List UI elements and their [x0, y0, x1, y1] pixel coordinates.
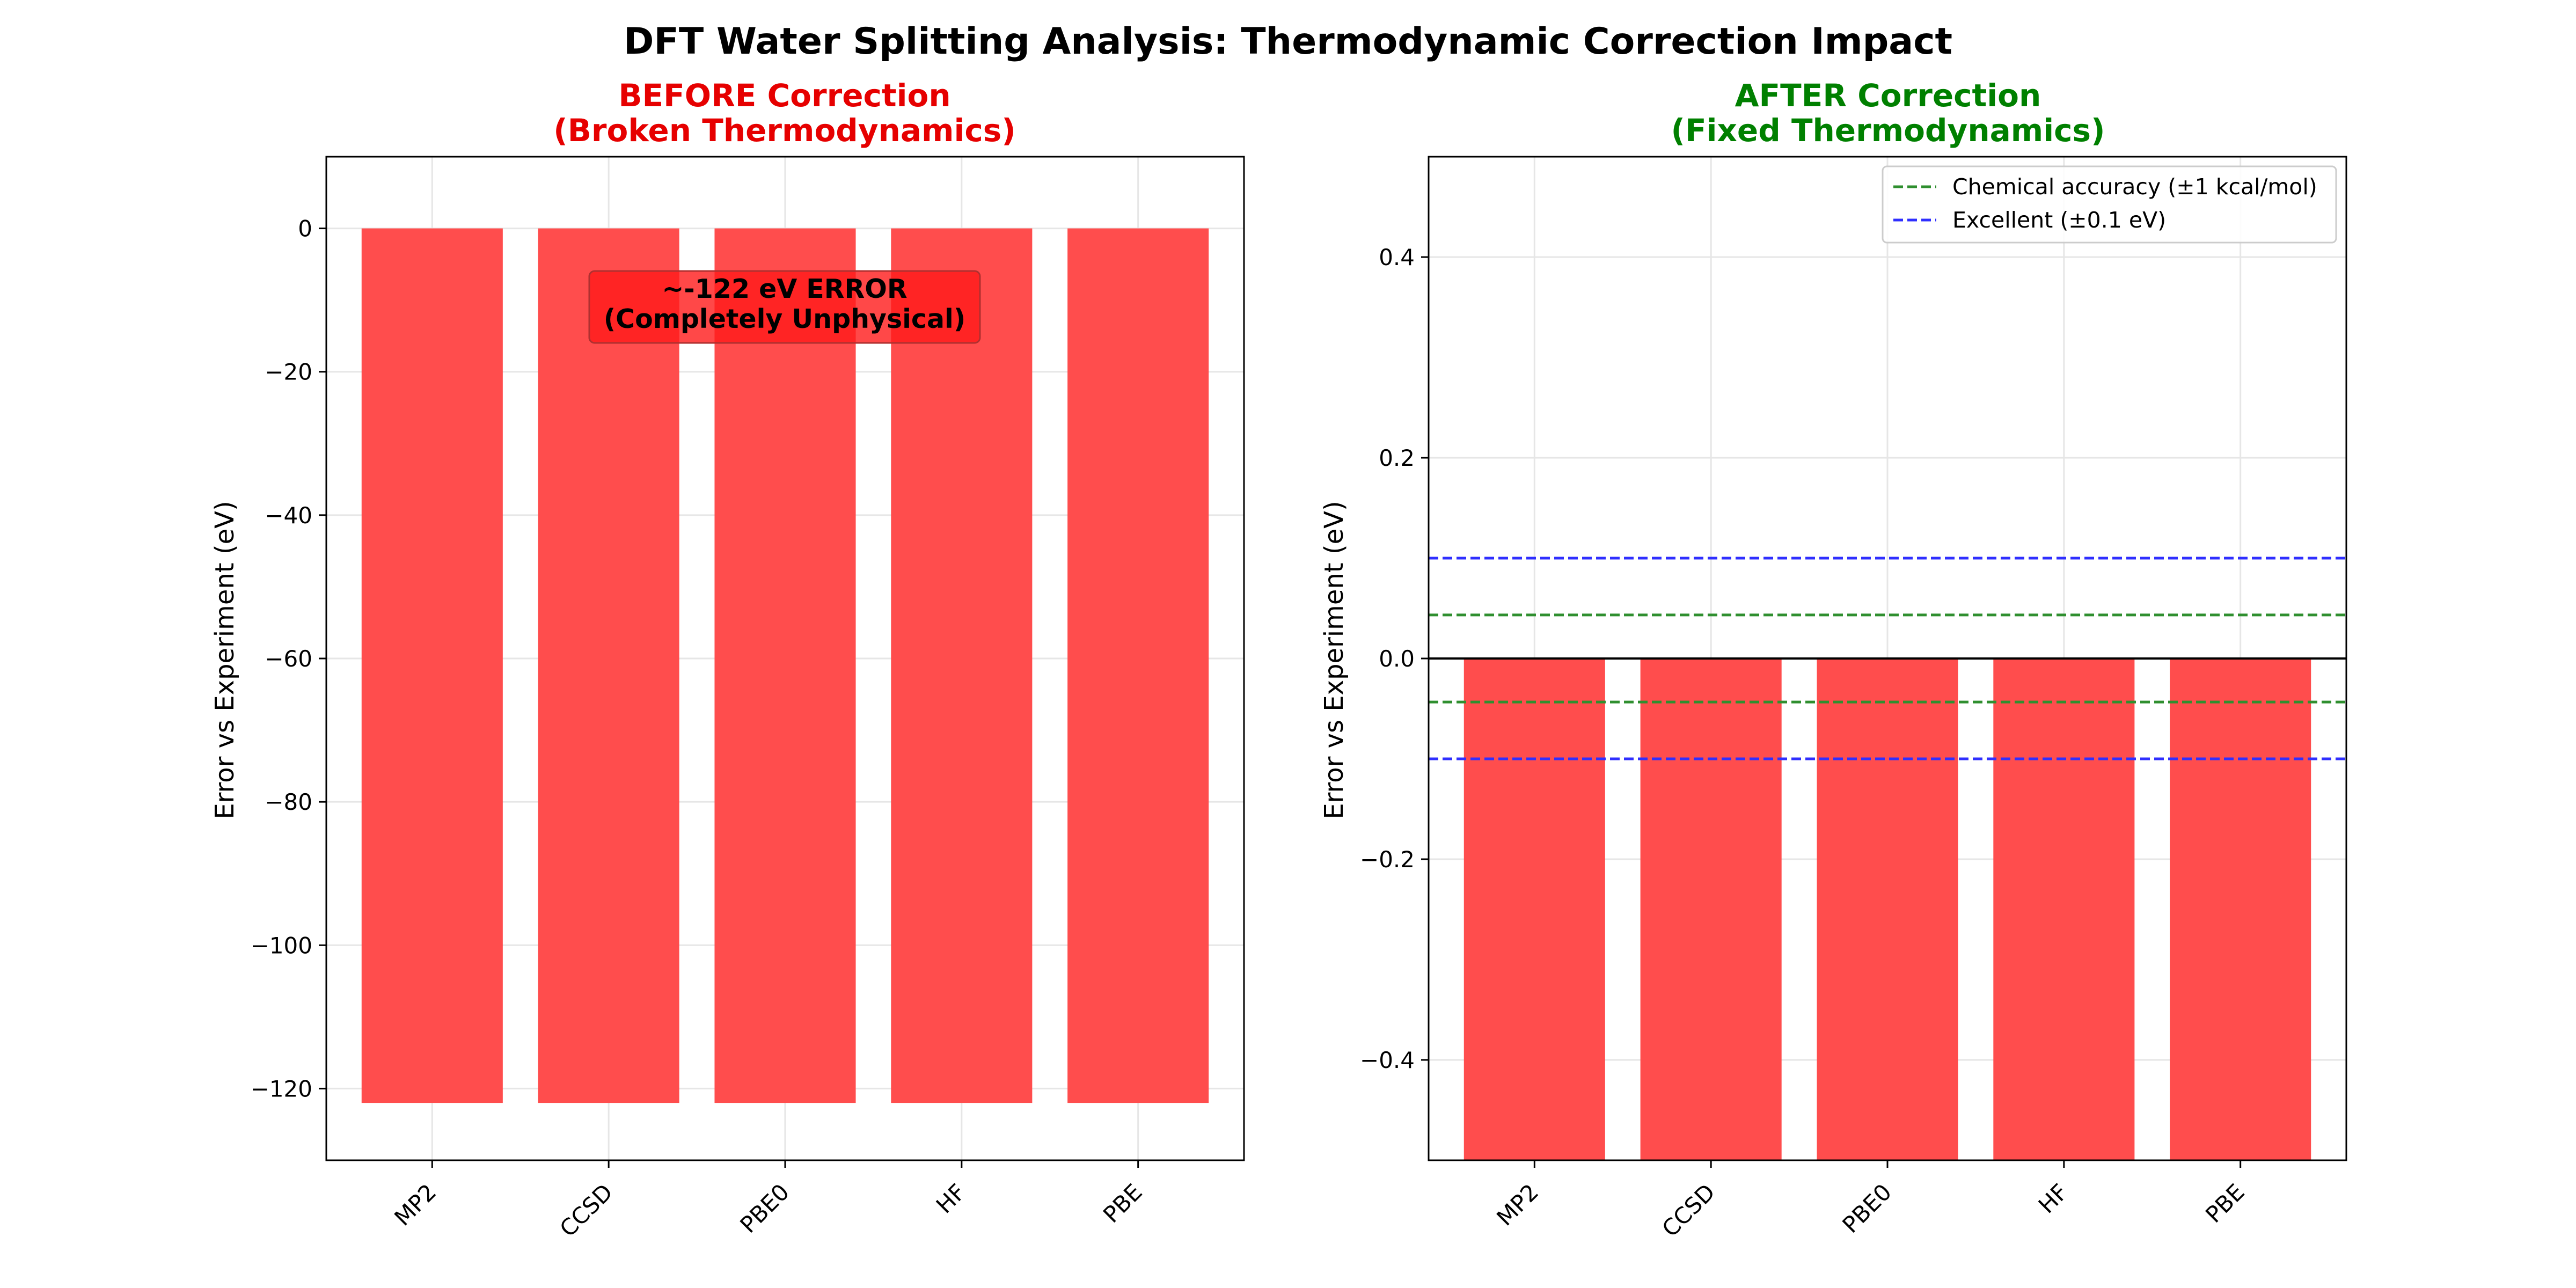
figure-title: DFT Water Splitting Analysis: Thermodyna… — [624, 20, 1952, 63]
after-bar-pbe — [2170, 658, 2311, 1160]
before-y-axis-label: Error vs Experiment (eV) — [210, 501, 240, 819]
annotation-line2: (Completely Unphysical) — [604, 304, 965, 334]
after-y-tick-label: −0.4 — [1360, 1047, 1415, 1073]
before-annotation: ~-122 eV ERROR (Completely Unphysical) — [588, 270, 981, 344]
before-bar-pbe — [1067, 228, 1209, 1103]
legend-label-excellent: Excellent (±0.1 eV) — [1952, 207, 2166, 233]
before-y-tick-label: −20 — [265, 359, 312, 385]
before-panel-title-line2: (Broken Thermodynamics) — [553, 112, 1016, 149]
after-bar-hf — [1993, 658, 2135, 1160]
before-y-tick-label: −120 — [251, 1075, 312, 1102]
legend-box — [1882, 165, 2337, 244]
after-reference-lines — [1429, 557, 2346, 760]
before-panel-title-line1: BEFORE Correction — [618, 77, 950, 114]
after-bar-mp2 — [1463, 658, 1605, 1160]
before-y-tick-label: −100 — [251, 932, 312, 958]
before-correction-panel: BEFORE Correction (Broken Thermodynamics… — [210, 77, 1245, 1242]
before-y-tick-label: −60 — [265, 646, 312, 672]
after-panel-title-line2: (Fixed Thermodynamics) — [1671, 112, 2105, 149]
legend: Chemical accuracy (±1 kcal/mol) Excellen… — [1882, 165, 2337, 244]
after-y-axis-label: Error vs Experiment (eV) — [1319, 501, 1349, 819]
before-y-tick-label: −40 — [265, 502, 312, 529]
after-y-tick-label: −0.2 — [1360, 846, 1415, 873]
after-bar-ccsd — [1640, 658, 1782, 1160]
before-bar-mp2 — [361, 228, 503, 1103]
before-bar-pbe0 — [714, 228, 856, 1103]
before-y-tick-label: 0 — [298, 216, 312, 242]
after-bars — [1463, 658, 2311, 1160]
after-y-tick-label: 0.2 — [1379, 445, 1415, 471]
before-bar-ccsd — [538, 228, 679, 1103]
after-plot-frame — [1428, 156, 2347, 1161]
after-y-tick-label: 0.4 — [1379, 244, 1415, 270]
legend-label-chemical-accuracy: Chemical accuracy (±1 kcal/mol) — [1952, 174, 2317, 200]
annotation-line1: ~-122 eV ERROR — [662, 274, 907, 304]
before-bar-hf — [891, 228, 1033, 1103]
after-y-tick-label: 0.0 — [1379, 646, 1415, 672]
before-bars — [361, 228, 1209, 1103]
annotation-box — [588, 270, 981, 344]
after-panel-title-line1: AFTER Correction — [1735, 77, 2041, 114]
after-bar-pbe0 — [1817, 658, 1958, 1160]
before-y-tick-label: −80 — [265, 789, 312, 815]
before-plot-frame — [325, 156, 1245, 1161]
after-correction-panel: AFTER Correction (Fixed Thermodynamics) … — [1319, 77, 2347, 1242]
